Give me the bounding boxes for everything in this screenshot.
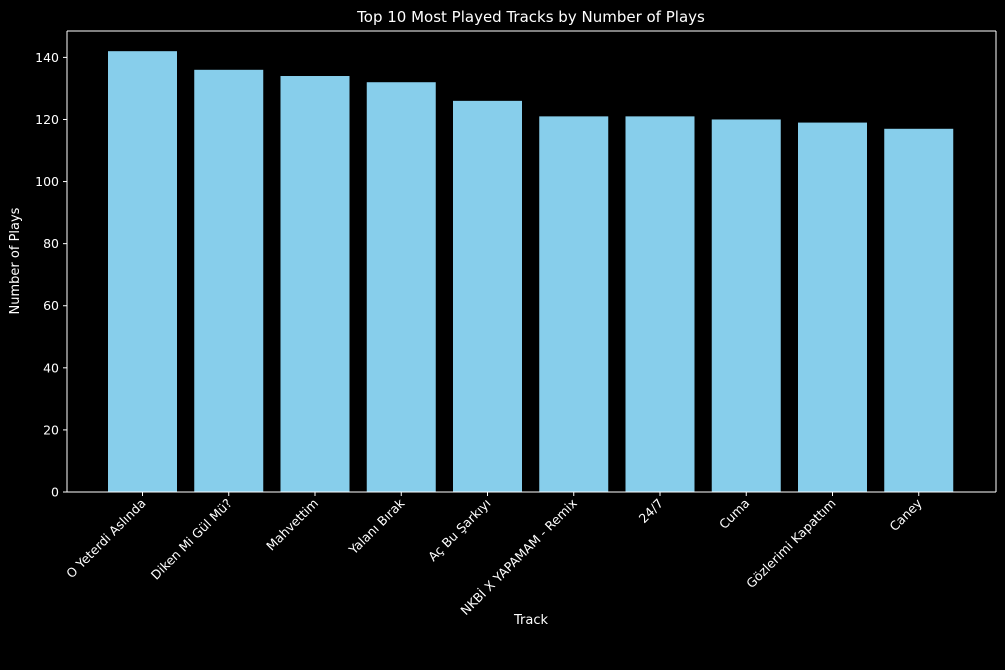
bar [625, 116, 695, 493]
y-tick-label: 20 [43, 422, 59, 437]
y-axis-label: Number of Plays [8, 207, 23, 314]
y-tick-label: 80 [43, 236, 59, 251]
bar [194, 69, 264, 493]
x-axis-label: Track [513, 613, 548, 628]
bar [798, 122, 867, 492]
bar [711, 119, 781, 492]
y-tick-label: 140 [35, 50, 59, 65]
bar [366, 82, 436, 492]
bar [108, 51, 177, 493]
bar [453, 100, 522, 492]
bar [539, 116, 609, 493]
bar [280, 76, 350, 492]
y-tick-label: 100 [35, 174, 59, 189]
y-tick-label: 120 [35, 112, 59, 127]
y-tick-label: 60 [43, 298, 59, 313]
y-tick-label: 0 [51, 485, 59, 500]
chart-title: Top 10 Most Played Tracks by Number of P… [356, 8, 705, 26]
y-tick-label: 40 [43, 360, 59, 375]
bar [884, 128, 954, 493]
